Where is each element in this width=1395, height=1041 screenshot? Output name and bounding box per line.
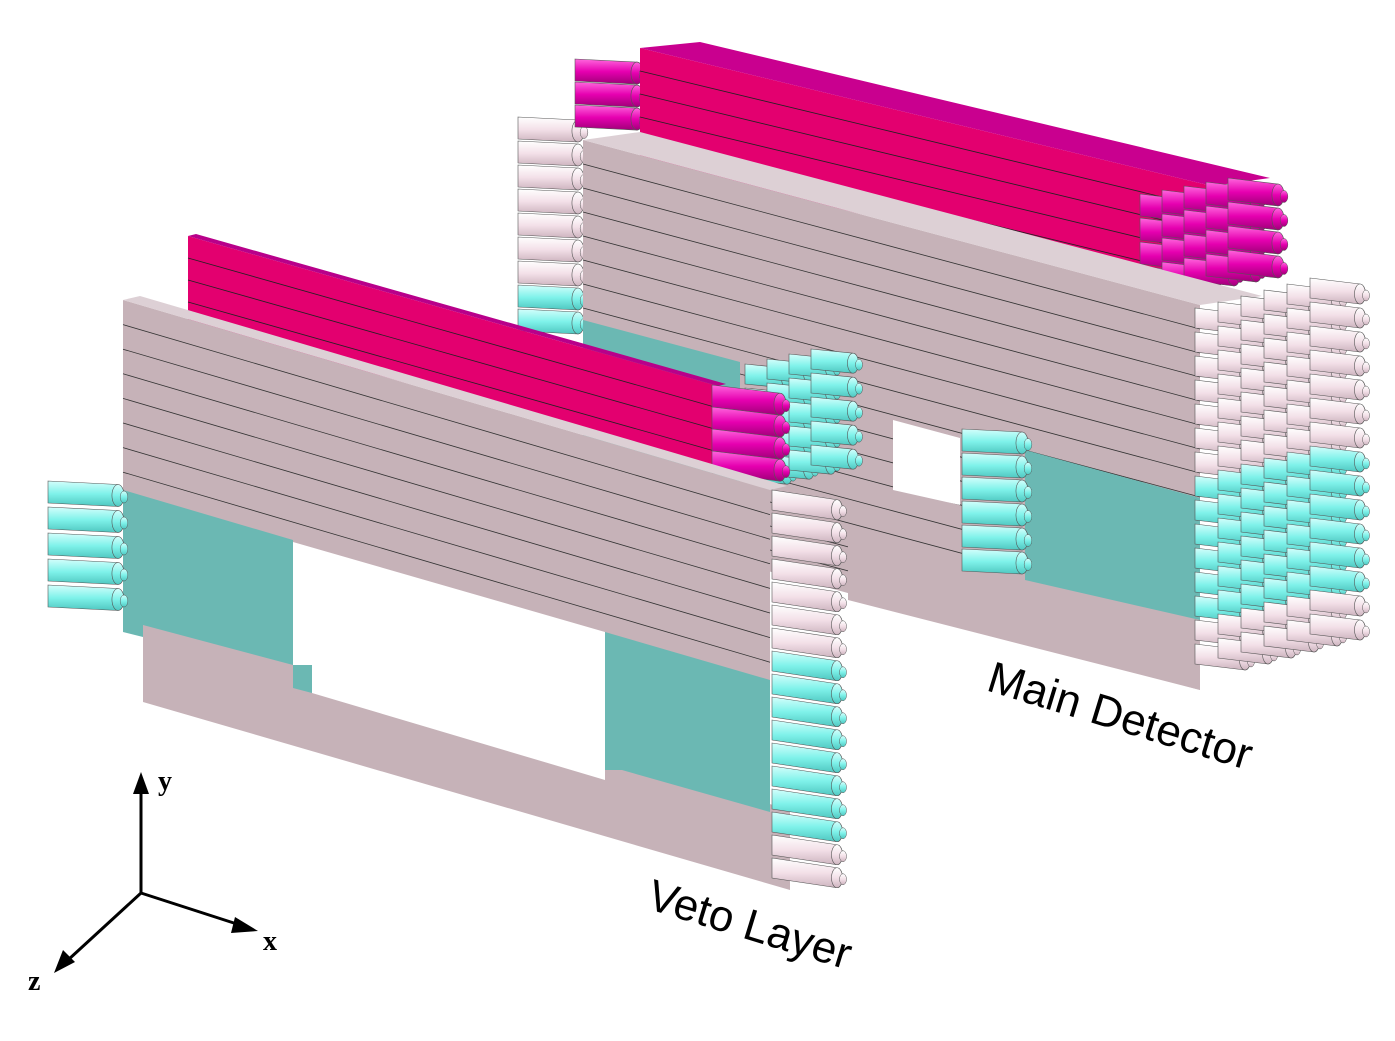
pmt-cyan — [961, 428, 1033, 455]
pmt-pink — [771, 581, 847, 613]
pmt-cyan — [961, 500, 1033, 527]
veto-layer-magenta-bars — [187, 234, 726, 470]
pmt-magenta — [1227, 249, 1289, 279]
axis-label-y: y — [158, 766, 172, 797]
pmt-cyan — [810, 396, 863, 422]
pmt-pink — [771, 535, 847, 567]
veto-layer-magenta-pmts — [711, 384, 791, 482]
pmt-magenta — [711, 428, 791, 460]
axis-label-x: x — [263, 926, 277, 957]
pmt-cyan — [1309, 469, 1370, 497]
veto-layer — [47, 234, 847, 890]
pmt-cyan — [771, 719, 847, 751]
pmt-cyan — [771, 650, 847, 682]
pmt-magenta — [711, 406, 791, 438]
pmt-cyan — [771, 742, 847, 774]
pmt-pink — [771, 489, 847, 521]
main-detector-label: Main Detector — [982, 653, 1258, 780]
pmt-pink — [771, 558, 847, 590]
pmt-cyan — [810, 348, 863, 374]
pmt-cyan — [771, 788, 847, 820]
pmt-cyan — [1309, 541, 1370, 569]
pmt-pink — [1309, 397, 1370, 425]
pmt-pink — [517, 212, 589, 239]
pmt-cyan — [1309, 445, 1370, 473]
pmt-cyan — [810, 444, 863, 470]
veto-layer-label: Veto Layer — [642, 871, 858, 979]
pmt-cyan — [47, 558, 129, 585]
pmt-cyan — [810, 420, 863, 446]
pmt-pink — [771, 834, 847, 866]
pmt-cyan — [961, 476, 1033, 503]
pmt-cyan — [47, 506, 129, 533]
pmt-cyan — [961, 452, 1033, 479]
pmt-cyan — [517, 308, 589, 335]
pmt-pink — [771, 604, 847, 636]
pmt-magenta — [574, 58, 648, 85]
pmt-cyan — [771, 673, 847, 705]
main-detector-right-pmts — [1194, 277, 1370, 671]
pmt-cyan — [47, 584, 129, 611]
pmt-pink — [1309, 301, 1370, 329]
pmt-pink — [1309, 277, 1370, 305]
pmt-magenta — [574, 81, 648, 108]
pmt-cyan — [1309, 493, 1370, 521]
veto-layer-left-pmts — [47, 480, 129, 611]
pmt-cyan — [810, 372, 863, 398]
pmt-cyan — [961, 524, 1033, 551]
pmt-cyan — [517, 284, 589, 311]
pmt-pink — [1309, 589, 1370, 617]
veto-layer-right-pmts — [771, 489, 847, 889]
axis-label-z: z — [28, 966, 40, 997]
pmt-cyan — [771, 765, 847, 797]
pmt-pink — [517, 140, 589, 167]
pmt-magenta — [711, 384, 791, 416]
pmt-pink — [771, 627, 847, 659]
pmt-pink — [1309, 613, 1370, 641]
pmt-pink — [1309, 421, 1370, 449]
pmt-cyan — [47, 480, 129, 507]
pmt-pink — [771, 857, 847, 889]
pmt-pink — [517, 188, 589, 215]
pmt-pink — [1309, 373, 1370, 401]
main-detector-left-pmts — [517, 58, 648, 335]
pmt-cyan — [1309, 565, 1370, 593]
veto-layer-grey-block — [122, 296, 790, 890]
pmt-cyan — [47, 532, 129, 559]
main-detector-window-pmts — [744, 348, 1033, 575]
main-detector-magenta-pmts — [1139, 177, 1289, 295]
pmt-cyan — [1309, 517, 1370, 545]
pmt-magenta — [1227, 177, 1289, 207]
pmt-pink — [771, 512, 847, 544]
pmt-cyan — [771, 696, 847, 728]
pmt-pink — [1309, 349, 1370, 377]
pmt-pink — [517, 164, 589, 191]
pmt-cyan — [771, 811, 847, 843]
pmt-pink — [517, 260, 589, 287]
pmt-pink — [517, 236, 589, 263]
pmt-magenta — [1227, 201, 1289, 231]
pmt-pink — [1309, 325, 1370, 353]
pmt-magenta — [574, 104, 648, 131]
pmt-cyan — [961, 548, 1033, 575]
pmt-magenta — [1227, 225, 1289, 255]
axes-indicator: y x z — [28, 766, 277, 997]
